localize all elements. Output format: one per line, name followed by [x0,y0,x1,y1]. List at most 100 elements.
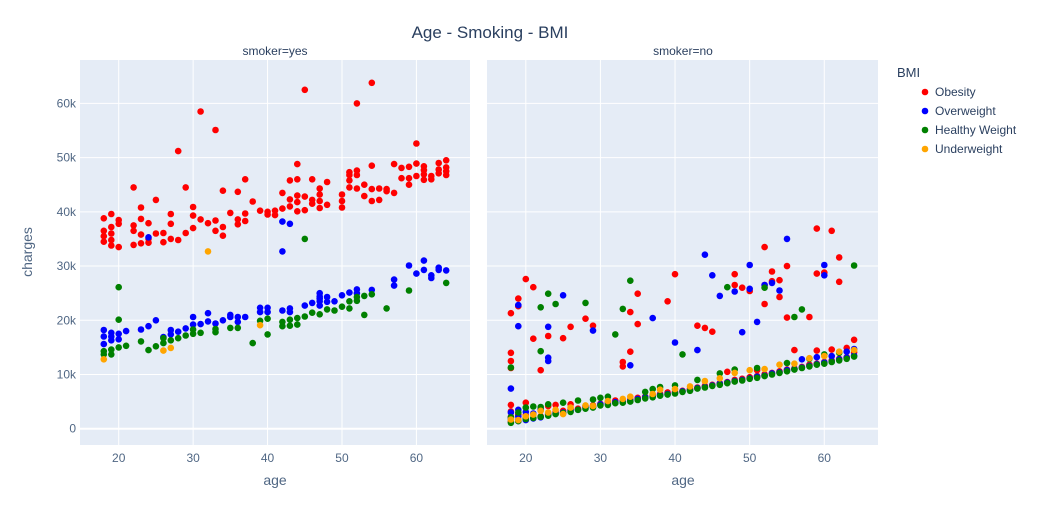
data-point [353,185,361,192]
data-point [316,289,324,297]
y-tick-label: 40k [57,205,77,219]
data-point [160,238,167,246]
data-point [656,386,664,394]
data-point [137,215,145,223]
data-point [182,184,189,191]
data-point [507,416,515,423]
chart-title: Age - Smoking - BMI [412,23,569,42]
data-point [753,318,761,326]
data-point [442,267,450,274]
data-point [137,204,145,211]
data-point [813,225,821,232]
data-point [241,313,249,321]
data-point [828,346,835,353]
data-point [189,326,197,333]
data-point [323,293,331,301]
data-point [294,198,301,206]
data-point [338,191,346,198]
data-point [559,399,567,407]
x-tick-label: 50 [335,451,349,465]
x-tick-label: 60 [410,451,424,465]
data-point [189,212,197,219]
data-point [405,181,413,188]
data-point [100,333,108,340]
data-point [413,160,420,167]
data-point [589,327,597,334]
data-point [316,204,324,212]
data-point [619,358,627,366]
data-point [167,326,175,334]
data-point [405,163,413,171]
data-point [212,227,219,235]
data-point [530,335,537,343]
data-point [656,392,664,400]
data-point [115,316,122,324]
data-point [189,203,197,211]
data-point [597,402,604,409]
data-point [798,306,806,313]
data-point [204,309,212,317]
data-point [582,315,589,323]
data-point [286,196,294,203]
data-point [308,309,316,317]
data-point [574,406,582,414]
data-point [256,321,264,329]
data-point [398,174,405,182]
data-point [405,174,413,182]
data-point [821,261,828,269]
data-point [641,395,649,402]
data-point [738,284,746,292]
data-point [522,275,530,283]
data-point [724,368,731,376]
data-point [368,162,376,169]
data-point [204,219,212,227]
data-point [279,318,286,326]
data-point [768,371,776,378]
data-point [316,311,324,318]
data-point [664,391,671,398]
data-point [746,375,753,383]
x-tick-label: 50 [743,451,757,465]
data-point [227,311,234,319]
data-point [390,276,398,283]
data-point [544,354,552,362]
x-tick-label: 40 [261,451,275,465]
data-point [100,232,108,240]
data-point [100,326,108,334]
data-point [308,176,316,183]
data-point [716,381,724,389]
data-point [679,388,686,396]
data-point [279,189,286,197]
data-point [806,354,813,362]
data-point [522,399,530,407]
data-point [145,234,152,241]
y-axis-label: charges [19,227,35,277]
data-point [530,403,537,410]
data-point [301,313,309,320]
data-point [701,251,709,258]
data-point [559,334,567,342]
data-point [798,364,806,372]
data-point [604,397,612,405]
data-point [671,339,679,346]
data-point [115,330,122,338]
data-point [627,398,634,405]
data-point [776,293,783,301]
data-point [537,347,544,355]
data-point [515,409,522,416]
data-point [709,328,716,336]
data-point [649,385,656,393]
data-point [731,270,738,278]
data-point [507,385,515,392]
data-point [368,79,376,87]
data-point [435,264,443,272]
data-point [641,388,649,396]
data-point [850,262,858,269]
data-point [145,219,152,227]
data-point [791,346,798,354]
data-point [346,305,353,312]
data-point [174,147,182,155]
data-point [813,361,821,369]
data-point [850,346,858,354]
data-point [219,223,227,231]
